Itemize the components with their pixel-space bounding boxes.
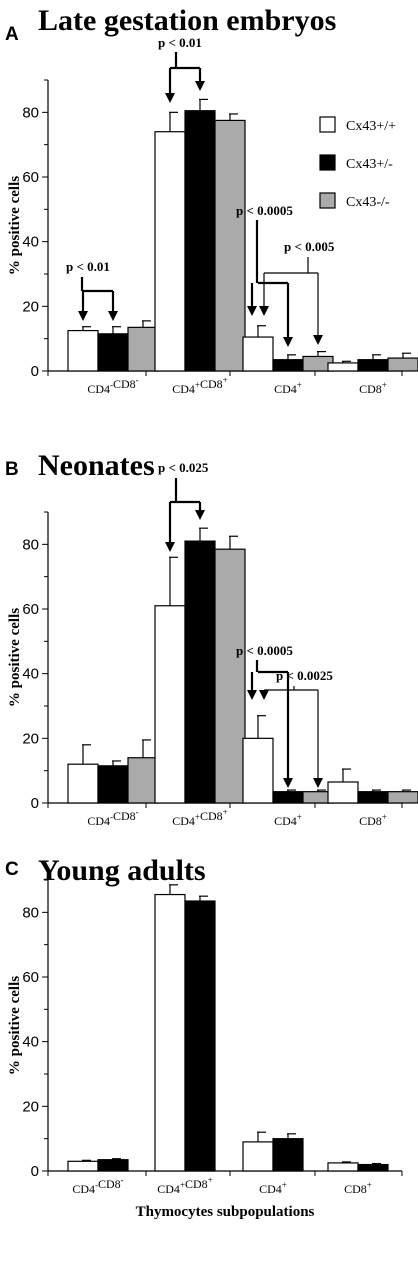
y-tick-label: 80 bbox=[22, 104, 39, 121]
panel-title: Late gestation embryos bbox=[38, 4, 336, 37]
legend-label: Cx43+/+ bbox=[346, 119, 396, 134]
bar-Cx43-3 bbox=[357, 791, 389, 804]
legend-swatch bbox=[319, 116, 336, 133]
legend-swatch bbox=[319, 192, 336, 209]
sig-arrow-head bbox=[259, 690, 269, 700]
x-category-label: CD4-CD8- bbox=[72, 1175, 123, 1196]
p-value-annotation: p < 0.01 bbox=[66, 259, 110, 274]
sig-arrow-head bbox=[165, 542, 175, 552]
y-axis-label: % positive cells bbox=[7, 976, 23, 1075]
bar-Cx43-1 bbox=[154, 131, 186, 372]
bar-Cx43-0 bbox=[97, 1159, 129, 1172]
bar-Cx43-2 bbox=[242, 737, 274, 804]
bar-Cx43-2 bbox=[242, 336, 274, 372]
y-tick-label: 80 bbox=[22, 536, 39, 553]
x-category-label: CD4+CD8+ bbox=[172, 375, 228, 396]
panel-title: Neonates bbox=[38, 449, 155, 482]
y-tick-label: 40 bbox=[22, 234, 39, 251]
bar-Cx43-3 bbox=[357, 359, 389, 372]
y-axis-label: % positive cells bbox=[7, 176, 23, 275]
sig-arrow-head bbox=[259, 306, 269, 316]
bar-Cx43-1 bbox=[214, 548, 246, 804]
sig-arrow-head bbox=[195, 81, 205, 91]
p-value-annotation: p < 0.0025 bbox=[276, 668, 333, 683]
y-tick-label: 0 bbox=[31, 795, 39, 812]
y-axis-label: % positive cells bbox=[7, 608, 23, 707]
bar-Cx43-2 bbox=[242, 1141, 274, 1172]
x-category-label: CD8+ bbox=[359, 812, 387, 828]
legend-swatch bbox=[319, 154, 336, 171]
y-tick-label: 80 bbox=[22, 904, 39, 921]
bar-Cx43-2 bbox=[272, 791, 304, 804]
sig-arrow-head bbox=[108, 311, 118, 321]
x-category-label: CD4+CD8+ bbox=[172, 807, 228, 828]
chart-panel-a: A Late gestation embryos 0 20 40 60 80 % positi… bbox=[5, 4, 418, 396]
bar-Cx43-3 bbox=[387, 791, 418, 804]
chart-panel-c: C Young adults 0 20 40 60 80 % positive cells CD… bbox=[5, 854, 403, 1220]
y-tick-label: 0 bbox=[31, 363, 39, 380]
bar-Cx43-1 bbox=[154, 605, 186, 804]
y-tick-label: 40 bbox=[22, 1034, 39, 1051]
panel-letter: B bbox=[5, 459, 19, 480]
x-axis-label: Thymocytes subpopulations bbox=[136, 1204, 315, 1220]
legend-label: Cx43+/- bbox=[346, 157, 393, 172]
bar-Cx43-1 bbox=[154, 893, 186, 1172]
sig-arrow-head bbox=[247, 690, 257, 700]
sig-arrow-head bbox=[313, 335, 323, 345]
bar-Cx43-2 bbox=[272, 359, 304, 372]
p-value-annotation: p < 0.005 bbox=[284, 239, 335, 254]
sig-arrow-head bbox=[283, 337, 293, 347]
panel-title: Young adults bbox=[38, 854, 206, 887]
p-value-annotation: p < 0.0005 bbox=[236, 203, 293, 218]
p-value-annotation: p < 0.0005 bbox=[236, 643, 293, 658]
bar-Cx43-3 bbox=[327, 1162, 359, 1172]
bar-Cx43-3 bbox=[357, 1163, 389, 1172]
x-category-label: CD4+ bbox=[274, 380, 302, 396]
bar-Cx43-0 bbox=[97, 765, 129, 804]
y-tick-label: 20 bbox=[22, 298, 39, 315]
bar-Cx43-0 bbox=[67, 763, 99, 804]
y-tick-label: 60 bbox=[22, 969, 39, 986]
bar-Cx43-1 bbox=[184, 540, 216, 804]
x-category-label: CD4-CD8- bbox=[87, 375, 138, 396]
bar-Cx43-3 bbox=[327, 781, 359, 804]
bar-Cx43-1 bbox=[214, 119, 246, 372]
sig-arrow-head bbox=[313, 778, 323, 788]
x-category-label: CD4+CD8+ bbox=[157, 1175, 213, 1196]
p-value-annotation: p < 0.025 bbox=[158, 460, 209, 475]
y-tick-label: 20 bbox=[22, 730, 39, 747]
bar-Cx43-3 bbox=[327, 362, 359, 372]
sig-arrow-head bbox=[165, 93, 175, 103]
sig-arrow-head bbox=[247, 306, 257, 316]
bar-Cx43-0 bbox=[67, 1160, 99, 1172]
bar-Cx43-0 bbox=[127, 757, 159, 804]
panel-letter: A bbox=[5, 24, 19, 45]
bar-Cx43-0 bbox=[127, 326, 159, 372]
x-category-label: CD4+ bbox=[259, 1180, 287, 1196]
y-tick-label: 60 bbox=[22, 169, 39, 186]
bar-Cx43-3 bbox=[387, 357, 418, 372]
sig-arrow-head bbox=[195, 510, 205, 520]
y-tick-label: 20 bbox=[22, 1098, 39, 1115]
sig-arrow-head bbox=[78, 311, 88, 321]
x-category-label: CD8+ bbox=[359, 380, 387, 396]
bar-Cx43-0 bbox=[67, 329, 99, 372]
x-category-label: CD4+ bbox=[274, 812, 302, 828]
legend-label: Cx43-/- bbox=[346, 195, 390, 210]
panel-letter: C bbox=[5, 859, 19, 880]
y-tick-label: 60 bbox=[22, 601, 39, 618]
x-category-label: CD8+ bbox=[344, 1180, 372, 1196]
chart-panel-b: B Neonates 0 20 40 60 80 % positive cells CD4-CD… bbox=[5, 449, 418, 828]
p-value-annotation: p < 0.01 bbox=[158, 35, 202, 50]
bar-Cx43-1 bbox=[184, 900, 216, 1172]
sig-arrow-head bbox=[283, 778, 293, 788]
y-tick-label: 0 bbox=[31, 1163, 39, 1180]
x-category-label: CD4-CD8- bbox=[87, 807, 138, 828]
bar-Cx43-1 bbox=[184, 110, 216, 372]
bar-Cx43-2 bbox=[272, 1138, 304, 1172]
bar-Cx43-0 bbox=[97, 333, 129, 372]
y-tick-label: 40 bbox=[22, 666, 39, 683]
